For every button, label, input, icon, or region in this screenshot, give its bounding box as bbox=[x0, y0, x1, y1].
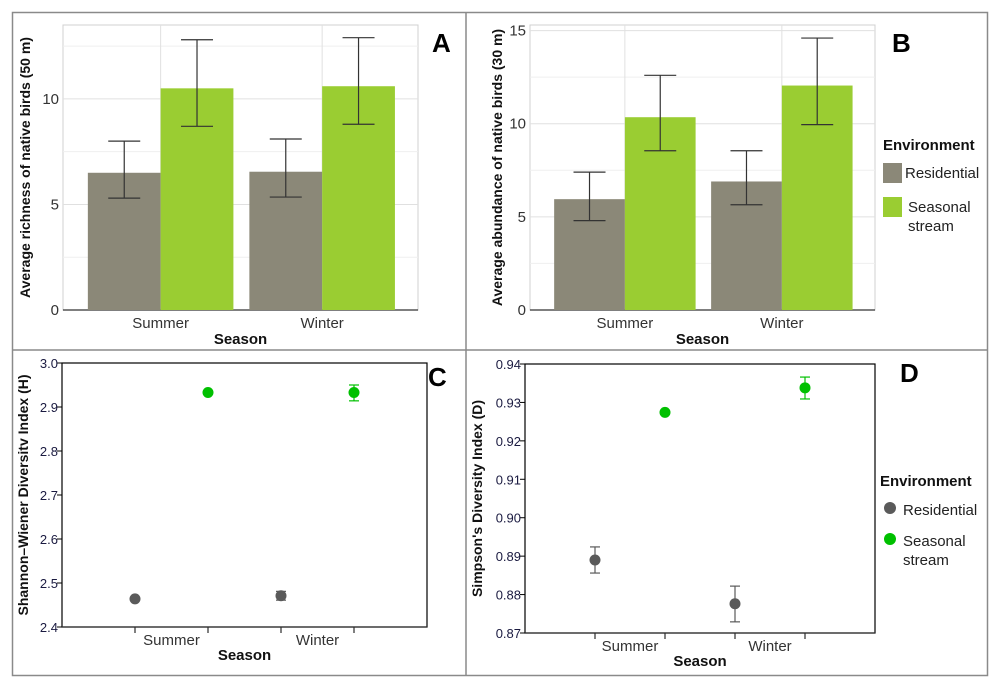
plot-frame bbox=[61, 362, 428, 628]
y-tick-label: 0.92 bbox=[496, 434, 521, 449]
x-tick-label-summer: Summer bbox=[132, 315, 189, 332]
y-tick-label: 2.6 bbox=[40, 532, 58, 547]
legend-label: stream bbox=[903, 552, 949, 569]
legend-swatch bbox=[884, 533, 896, 545]
legend-label: stream bbox=[908, 218, 954, 235]
error-bar bbox=[730, 150, 763, 206]
legend-swatch bbox=[883, 163, 902, 183]
panel-letter: A bbox=[432, 28, 451, 58]
legend-label: Seasonal bbox=[908, 199, 971, 216]
y-tick-label: 0.89 bbox=[496, 549, 521, 564]
y-tick-label: 2.7 bbox=[40, 488, 58, 503]
legend-swatch bbox=[883, 197, 902, 217]
y-tick-label: 0 bbox=[51, 302, 59, 319]
y-axis-title: Shannon–Wiener Diversitv Index (H) bbox=[15, 374, 31, 615]
y-tick-label: 0 bbox=[518, 302, 526, 319]
y-tick-label: 2.8 bbox=[40, 444, 58, 459]
y-tick-label: 2.9 bbox=[40, 400, 58, 415]
y-tick-label: 0.90 bbox=[496, 511, 521, 526]
legend: Environment Residential Seasonal stream bbox=[883, 137, 979, 235]
x-tick-label-summer: Summer bbox=[602, 638, 659, 655]
y-tick-label: 3.0 bbox=[40, 356, 58, 371]
y-tick-label: 0.91 bbox=[496, 472, 521, 487]
panel-letter: D bbox=[900, 358, 919, 388]
point-seasonal-stream-summer bbox=[202, 386, 214, 398]
legend-label: Seasonal bbox=[903, 533, 966, 550]
y-tick-label: 15 bbox=[509, 23, 526, 40]
x-axis-title: Season bbox=[214, 331, 267, 348]
point-seasonal-stream-summer bbox=[659, 406, 671, 418]
panel-b: 0 5 10 15 Summer Winter Season Average abundanc… bbox=[489, 23, 979, 348]
legend-label: Residential bbox=[905, 165, 979, 182]
y-tick-label: 5 bbox=[518, 209, 526, 226]
point-residential-summer bbox=[589, 554, 601, 566]
y-tick-label: 0.88 bbox=[496, 588, 521, 603]
point-residential-winter bbox=[275, 590, 287, 602]
error-bar bbox=[342, 37, 375, 125]
y-tick-label: 2.5 bbox=[40, 576, 58, 591]
legend-label: Residential bbox=[903, 502, 977, 519]
legend-title: Environment bbox=[883, 137, 975, 154]
figure-frame bbox=[11, 11, 989, 677]
y-axis-title: Average abundance of native birds (30 m) bbox=[489, 29, 505, 306]
error-bar bbox=[644, 74, 677, 152]
y-tick-label: 0.94 bbox=[496, 357, 521, 372]
panel-d: 0.87 0.88 0.89 0.90 0.91 0.92 0.93 0.94 Summer Wi… bbox=[469, 357, 977, 670]
x-axis-title: Season bbox=[673, 653, 726, 670]
x-tick-label-winter: Winter bbox=[748, 638, 791, 655]
panel-c: 2.4 2.5 2.6 2.7 2.8 2.9 3.0 Summer Winter Season S… bbox=[15, 356, 447, 664]
point-residential-summer bbox=[129, 593, 141, 605]
x-axis-title: Season bbox=[676, 331, 729, 348]
y-tick-label: 0.87 bbox=[496, 626, 521, 641]
x-axis-title: Season bbox=[218, 647, 271, 664]
point-seasonal-stream-winter bbox=[799, 382, 811, 394]
x-tick-label-winter: Winter bbox=[760, 315, 803, 332]
legend-swatch bbox=[884, 502, 896, 514]
x-tick-label-summer: Summer bbox=[143, 632, 200, 649]
panel-letter: B bbox=[892, 28, 911, 58]
y-axis-title: Simpson's Diversity Index (D) bbox=[469, 400, 485, 597]
error-bar bbox=[801, 37, 834, 126]
legend: Environment Residential Seasonal stream bbox=[880, 473, 977, 569]
error-bar bbox=[108, 140, 141, 199]
x-tick-label-winter: Winter bbox=[296, 632, 339, 649]
y-axis-title: Average richness of native birds (50 m) bbox=[17, 37, 33, 298]
legend-title: Environment bbox=[880, 473, 972, 490]
point-residential-winter bbox=[729, 598, 741, 610]
y-tick-label: 5 bbox=[51, 196, 59, 213]
x-tick-label-winter: Winter bbox=[300, 315, 343, 332]
panel-letter: C bbox=[428, 362, 447, 392]
panel-a: 0 5 10 Summer Winter Season Average richness o… bbox=[17, 24, 451, 348]
point-seasonal-stream-winter bbox=[348, 386, 360, 398]
error-bar bbox=[573, 171, 606, 222]
x-tick-label-summer: Summer bbox=[597, 315, 654, 332]
y-tick-label: 10 bbox=[509, 116, 526, 133]
y-tick-label: 0.93 bbox=[496, 395, 521, 410]
y-tick-label: 10 bbox=[42, 91, 59, 108]
y-tick-label: 2.4 bbox=[40, 620, 58, 635]
plot-frame bbox=[524, 363, 876, 634]
error-bar bbox=[269, 138, 302, 198]
error-bar bbox=[181, 39, 214, 127]
